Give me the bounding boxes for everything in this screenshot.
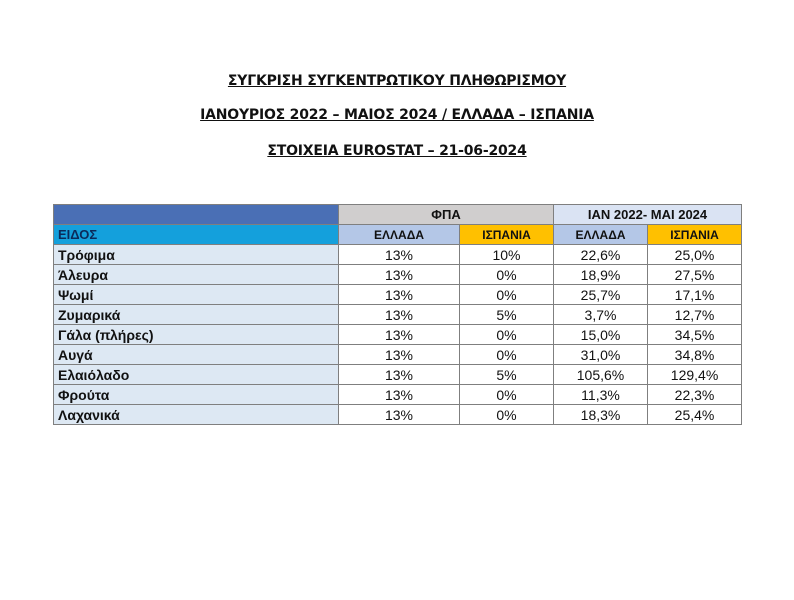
inflation-greece-cell: 11,3%	[553, 384, 649, 405]
table-row: Τρόφιμα 13% 10% 22,6% 25,0%	[53, 244, 743, 265]
inflation-greece-cell: 3,7%	[553, 304, 649, 325]
table-row: Ελαιόλαδο 13% 5% 105,6% 129,4%	[53, 364, 743, 385]
vat-greece-header: ΕΛΛΑΔΑ	[338, 224, 460, 245]
inflation-spain-header: ΙΣΠΑΝΙΑ	[647, 224, 743, 245]
item-name-cell: Ελαιόλαδο	[53, 364, 339, 385]
item-name-cell: Άλευρα	[53, 264, 339, 285]
table-row: Φρούτα 13% 0% 11,3% 22,3%	[53, 384, 743, 405]
sub-header-row: ΕΙΔΟΣ ΕΛΛΑΔΑ ΙΣΠΑΝΙΑ ΕΛΛΑΔΑ ΙΣΠΑΝΙΑ	[53, 224, 743, 245]
inflation-spain-cell: 12,7%	[647, 304, 743, 325]
inflation-greece-cell: 15,0%	[553, 324, 649, 345]
vat-spain-cell: 0%	[458, 344, 555, 365]
inflation-greece-cell: 18,9%	[553, 264, 649, 285]
table-row: Ψωμί 13% 0% 25,7% 17,1%	[53, 284, 743, 305]
inflation-greece-cell: 31,0%	[553, 344, 649, 365]
vat-greece-cell: 13%	[338, 344, 460, 365]
vat-spain-cell: 5%	[458, 304, 555, 325]
inflation-spain-cell: 27,5%	[647, 264, 743, 285]
table-row: Λαχανικά 13% 0% 18,3% 25,4%	[53, 404, 743, 425]
item-header: ΕΙΔΟΣ	[53, 224, 339, 245]
item-name-cell: Γάλα (πλήρες)	[53, 324, 339, 345]
vat-greece-cell: 13%	[338, 244, 460, 265]
inflation-spain-cell: 25,0%	[647, 244, 743, 265]
vat-spain-cell: 0%	[458, 284, 555, 305]
vat-greece-cell: 13%	[338, 404, 460, 425]
inflation-spain-cell: 25,4%	[647, 404, 743, 425]
inflation-greece-cell: 105,6%	[553, 364, 649, 385]
group-header-row: ΦΠΑ ΙΑΝ 2022- ΜΑΙ 2024	[53, 204, 743, 225]
vat-spain-cell: 0%	[458, 404, 555, 425]
vat-greece-cell: 13%	[338, 364, 460, 385]
vat-greece-cell: 13%	[338, 284, 460, 305]
inflation-spain-cell: 22,3%	[647, 384, 743, 405]
period-group-header: ΙΑΝ 2022- ΜΑΙ 2024	[553, 204, 743, 225]
inflation-spain-cell: 34,5%	[647, 324, 743, 345]
inflation-spain-cell: 17,1%	[647, 284, 743, 305]
inflation-greece-header: ΕΛΛΑΔΑ	[553, 224, 649, 245]
vat-group-header: ΦΠΑ	[337, 204, 555, 225]
vat-spain-cell: 5%	[458, 364, 555, 385]
item-name-cell: Ψωμί	[53, 284, 339, 305]
vat-greece-cell: 13%	[338, 324, 460, 345]
item-name-cell: Φρούτα	[53, 384, 339, 405]
item-name-cell: Λαχανικά	[53, 404, 339, 425]
table-row: Άλευρα 13% 0% 18,9% 27,5%	[53, 264, 743, 285]
item-name-cell: Αυγά	[53, 344, 339, 365]
vat-greece-cell: 13%	[338, 264, 460, 285]
item-name-cell: Ζυμαρικά	[53, 304, 339, 325]
inflation-greece-cell: 25,7%	[553, 284, 649, 305]
title-line-3: ΣΤΟΙΧΕΙΑ EUROSTAT – 21-06-2024	[267, 143, 527, 159]
inflation-comparison-table: ΦΠΑ ΙΑΝ 2022- ΜΑΙ 2024 ΕΙΔΟΣ ΕΛΛΑΔΑ ΙΣΠΑ…	[53, 204, 743, 425]
vat-greece-cell: 13%	[338, 304, 460, 325]
vat-greece-cell: 13%	[338, 384, 460, 405]
vat-spain-cell: 10%	[458, 244, 555, 265]
vat-spain-header: ΙΣΠΑΝΙΑ	[458, 224, 555, 245]
table-row: Γάλα (πλήρες) 13% 0% 15,0% 34,5%	[53, 324, 743, 345]
inflation-greece-cell: 22,6%	[553, 244, 649, 265]
header-blank	[53, 204, 339, 225]
vat-spain-cell: 0%	[458, 324, 555, 345]
vat-spain-cell: 0%	[458, 384, 555, 405]
table-row: Αυγά 13% 0% 31,0% 34,8%	[53, 344, 743, 365]
inflation-spain-cell: 129,4%	[647, 364, 743, 385]
title-line-2: ΙΑΝΟΥΡΙΟΣ 2022 – ΜΑΙΟΣ 2024 / ΕΛΛΑΔΑ – Ι…	[200, 107, 594, 123]
title-line-1: ΣΥΓΚΡΙΣΗ ΣΥΓΚΕΝΤΡΩΤΙΚΟΥ ΠΛΗΘΩΡΙΣΜΟΥ	[227, 73, 567, 89]
inflation-spain-cell: 34,8%	[647, 344, 743, 365]
item-name-cell: Τρόφιμα	[53, 244, 339, 265]
inflation-greece-cell: 18,3%	[553, 404, 649, 425]
table-row: Ζυμαρικά 13% 5% 3,7% 12,7%	[53, 304, 743, 325]
vat-spain-cell: 0%	[458, 264, 555, 285]
